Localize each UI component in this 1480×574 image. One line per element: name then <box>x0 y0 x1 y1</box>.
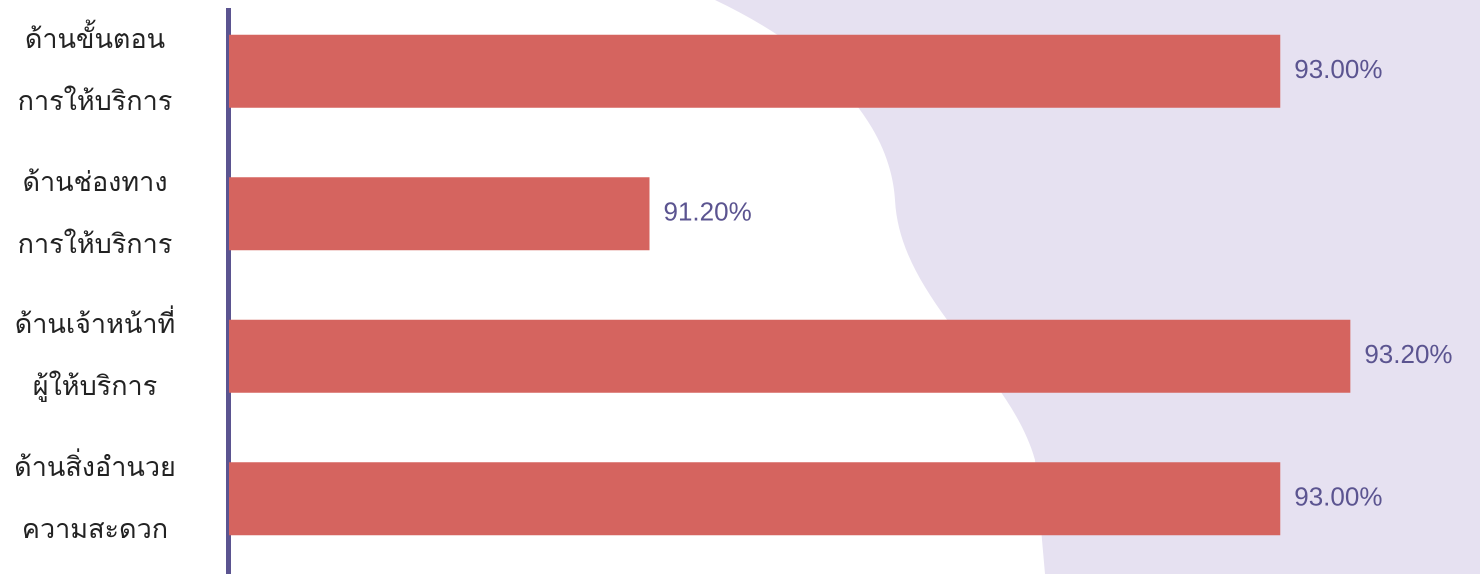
value-label: 93.00% <box>1294 482 1382 512</box>
bar <box>229 319 1351 393</box>
bar <box>229 462 1281 536</box>
bar <box>229 34 1281 108</box>
value-label: 91.20% <box>664 197 752 227</box>
background-shape <box>0 0 1045 574</box>
value-label: 93.20% <box>1364 339 1452 369</box>
category-label: ด้านสิ่งอำนวย ความสะดวก <box>14 451 176 545</box>
category-label: ด้านเจ้าหน้าที่ ผู้ให้บริการ <box>14 309 176 403</box>
category-label: ด้านช่องทาง การให้บริการ <box>17 166 173 260</box>
value-label: 93.00% <box>1294 54 1382 84</box>
category-label: ด้านขั้นตอน การให้บริการ <box>17 24 173 118</box>
bar <box>229 177 650 251</box>
axis-line <box>226 8 231 574</box>
